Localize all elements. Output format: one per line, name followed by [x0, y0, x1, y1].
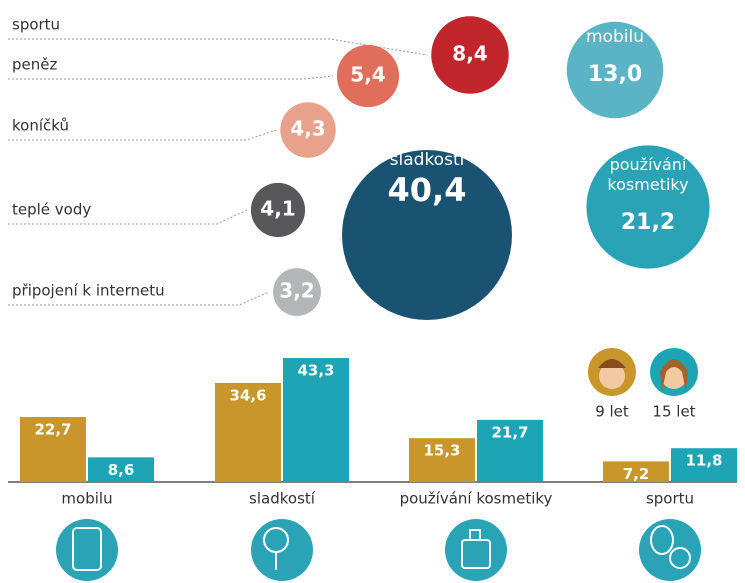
category-label: sportu — [646, 490, 694, 508]
category-label: používání kosmetiky — [400, 490, 553, 508]
bubble-label: připojení k internetu — [12, 282, 165, 300]
bar-value: 34,6 — [229, 386, 266, 404]
bar-value: 43,3 — [297, 362, 334, 380]
leader-line — [8, 76, 333, 79]
bubble-label: teplé vody — [12, 201, 91, 219]
bubble-value: 8,4 — [452, 42, 487, 66]
bar-value: 15,3 — [423, 442, 460, 460]
bubble-label: mobilu — [586, 27, 644, 47]
bubble-value: 4,3 — [290, 117, 325, 141]
bubble-value: 5,4 — [350, 63, 385, 87]
category-label: sladkostí — [249, 490, 316, 508]
legend-label: 9 let — [595, 403, 629, 421]
bubble-value: 21,2 — [621, 210, 675, 235]
bubble-value: 4,1 — [260, 197, 295, 221]
legend-label: 15 let — [652, 403, 695, 421]
bubble-label: peněz — [12, 56, 57, 74]
icon-glyphs — [73, 526, 690, 570]
bar-value: 7,2 — [623, 465, 650, 483]
legend-faces — [588, 348, 698, 396]
bar-value: 11,8 — [685, 452, 722, 470]
page: {"chart_data": [ {"type": "bubble", "lab… — [0, 0, 745, 583]
bubble-label: používání kosmetiky — [596, 155, 700, 195]
infographic: sladkostí40,4používání kosmetiky21,2mobi… — [0, 0, 745, 583]
bar-value: 21,7 — [491, 423, 528, 441]
bubble-label: sportu — [12, 16, 60, 34]
bubble-value: 3,2 — [279, 279, 314, 303]
bar-value: 22,7 — [34, 420, 71, 438]
bubble-label-box: používání kosmetiky — [596, 155, 700, 199]
bubble-label: koníčků — [12, 117, 69, 135]
bubble-value: 13,0 — [588, 62, 642, 87]
category-icons — [56, 519, 701, 581]
bar-value: 8,6 — [108, 461, 135, 479]
category-label: mobilu — [61, 490, 112, 508]
bubble-value: 40,4 — [388, 171, 467, 209]
bubble-label: sladkostí — [390, 150, 466, 170]
